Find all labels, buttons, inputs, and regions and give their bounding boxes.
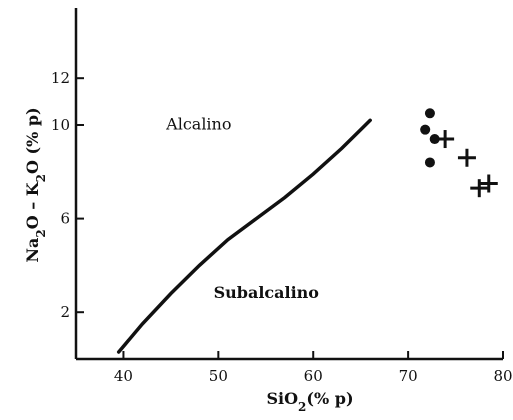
plot-frame	[74, 8, 503, 361]
x-tick-label: 60	[304, 367, 323, 385]
x-tick-label: 50	[209, 367, 228, 385]
circle-point	[424, 157, 435, 168]
markers	[420, 108, 498, 198]
x-tick-label: 40	[114, 367, 133, 385]
y-tick-label: 6	[60, 210, 70, 228]
region-label: Subalcalino	[214, 283, 320, 302]
tick-labels: 40 50 60 70 80 2 6 10 12	[51, 69, 513, 385]
region-label: Alcalino	[165, 115, 231, 134]
ticks	[76, 77, 504, 359]
y-tick-label: 2	[60, 303, 70, 321]
circle-point	[429, 134, 440, 145]
y-tick-label: 12	[51, 69, 70, 87]
plus-point	[479, 174, 498, 193]
y-axis-title: Na2O – K2O (% p)	[23, 107, 48, 262]
y-tick-label: 10	[51, 116, 70, 134]
x-tick-label: 80	[493, 367, 512, 385]
x-axis-title: SiO2(% p)	[266, 389, 353, 414]
region-labels: Alcalino Subalcalino	[165, 115, 319, 302]
x-tick-label: 70	[399, 367, 418, 385]
circle-point	[420, 124, 431, 135]
circle-point	[424, 108, 435, 119]
plus-point	[436, 130, 455, 149]
plus-point	[470, 179, 489, 198]
boundary-line	[116, 118, 372, 354]
plus-point	[457, 148, 476, 167]
